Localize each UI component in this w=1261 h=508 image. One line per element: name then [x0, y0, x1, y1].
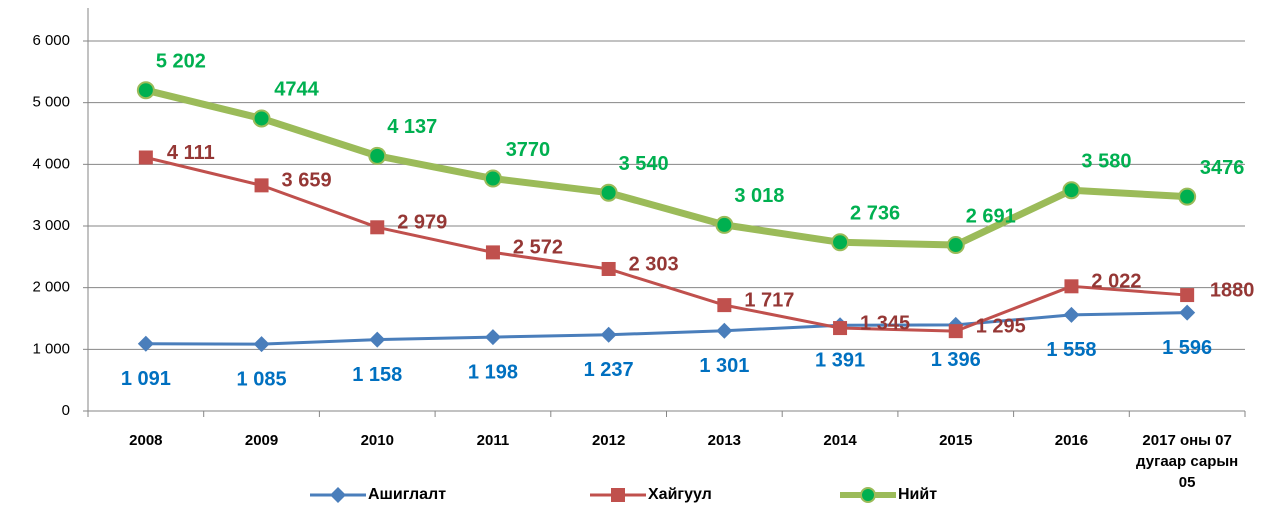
data-label: 3 540	[619, 153, 669, 175]
y-tick-label: 3 000	[32, 217, 70, 234]
y-tick-label: 5 000	[32, 94, 70, 111]
data-label: 2 691	[966, 205, 1016, 227]
marker	[484, 329, 501, 346]
data-label: 2 736	[850, 203, 900, 225]
marker	[831, 233, 850, 252]
marker	[253, 336, 270, 353]
x-tick-label: 2011	[476, 432, 510, 449]
data-label: 1 237	[584, 359, 634, 381]
data-label: 2 303	[629, 253, 679, 275]
legend-marker	[611, 488, 625, 502]
data-label: 1 391	[815, 350, 865, 372]
marker	[600, 326, 617, 343]
marker	[370, 220, 385, 235]
marker	[137, 335, 154, 352]
legend-marker	[860, 487, 876, 503]
series-line	[145, 86, 1188, 249]
marker	[1179, 304, 1196, 321]
data-label: 4744	[274, 79, 319, 101]
data-label: 5 202	[156, 50, 206, 72]
data-label: 3770	[506, 139, 551, 161]
marker	[483, 169, 502, 188]
data-label: 1 396	[931, 349, 981, 371]
data-label: 1 596	[1162, 337, 1212, 359]
data-label: 3476	[1200, 157, 1245, 179]
data-label: 1 085	[237, 368, 287, 390]
series-line	[145, 311, 1188, 346]
marker	[369, 331, 386, 348]
data-label: 1 345	[860, 312, 910, 334]
marker	[599, 183, 618, 202]
marker	[1180, 288, 1195, 303]
data-label: 1 301	[699, 355, 749, 377]
series-line	[145, 156, 1188, 333]
legend-label: Нийт	[898, 486, 937, 503]
data-label: 3 659	[282, 170, 332, 192]
data-label: 1 295	[976, 315, 1026, 337]
x-tick-label: 2010	[360, 432, 394, 449]
x-tick-label: 2013	[707, 432, 742, 449]
x-tick-label: 2008	[129, 432, 163, 449]
y-tick-label: 2 000	[32, 279, 70, 296]
marker	[1178, 187, 1197, 206]
data-label: 4 111	[167, 142, 215, 164]
marker	[368, 146, 387, 165]
marker	[252, 109, 271, 128]
marker	[948, 324, 963, 339]
data-label: 3 580	[1081, 151, 1131, 173]
marker	[1064, 279, 1079, 294]
y-tick-label: 1 000	[32, 340, 70, 357]
marker	[1063, 306, 1080, 323]
data-label: 1 717	[744, 289, 794, 311]
data-label: 4 137	[387, 116, 437, 138]
x-tick-label: 2015	[939, 432, 973, 449]
data-label: 1 198	[468, 361, 518, 383]
marker	[254, 178, 269, 193]
y-tick-label: 0	[62, 402, 70, 419]
data-label: 2 979	[397, 212, 447, 234]
marker	[717, 298, 732, 313]
x-tick-label: 2017 оны 07 дугаар сарын 05	[1136, 432, 1239, 491]
legend-label: Ашиглалт	[368, 486, 446, 503]
legend-label: Хайгуул	[648, 486, 712, 503]
marker	[833, 321, 848, 336]
x-tick-label: 2014	[823, 432, 857, 449]
data-label: 1 091	[121, 368, 171, 390]
data-label: 2 022	[1091, 271, 1141, 293]
data-label: 1880	[1210, 279, 1255, 301]
legend-marker	[330, 487, 346, 503]
marker	[136, 81, 155, 100]
data-label: 1 558	[1046, 339, 1096, 361]
marker	[946, 236, 965, 255]
x-tick-label: 2016	[1054, 432, 1089, 449]
marker	[1062, 181, 1081, 200]
x-tick-label: 2012	[591, 432, 626, 449]
y-tick-label: 6 000	[32, 32, 70, 49]
marker	[716, 322, 733, 339]
y-tick-label: 4 000	[32, 155, 70, 172]
data-label: 3 018	[734, 185, 784, 207]
data-label: 2 572	[513, 237, 563, 259]
marker	[485, 245, 500, 260]
data-label: 1 158	[352, 364, 402, 386]
x-tick-label: 2009	[244, 432, 279, 449]
marker	[715, 215, 734, 234]
marker	[138, 150, 153, 165]
marker	[601, 261, 616, 276]
